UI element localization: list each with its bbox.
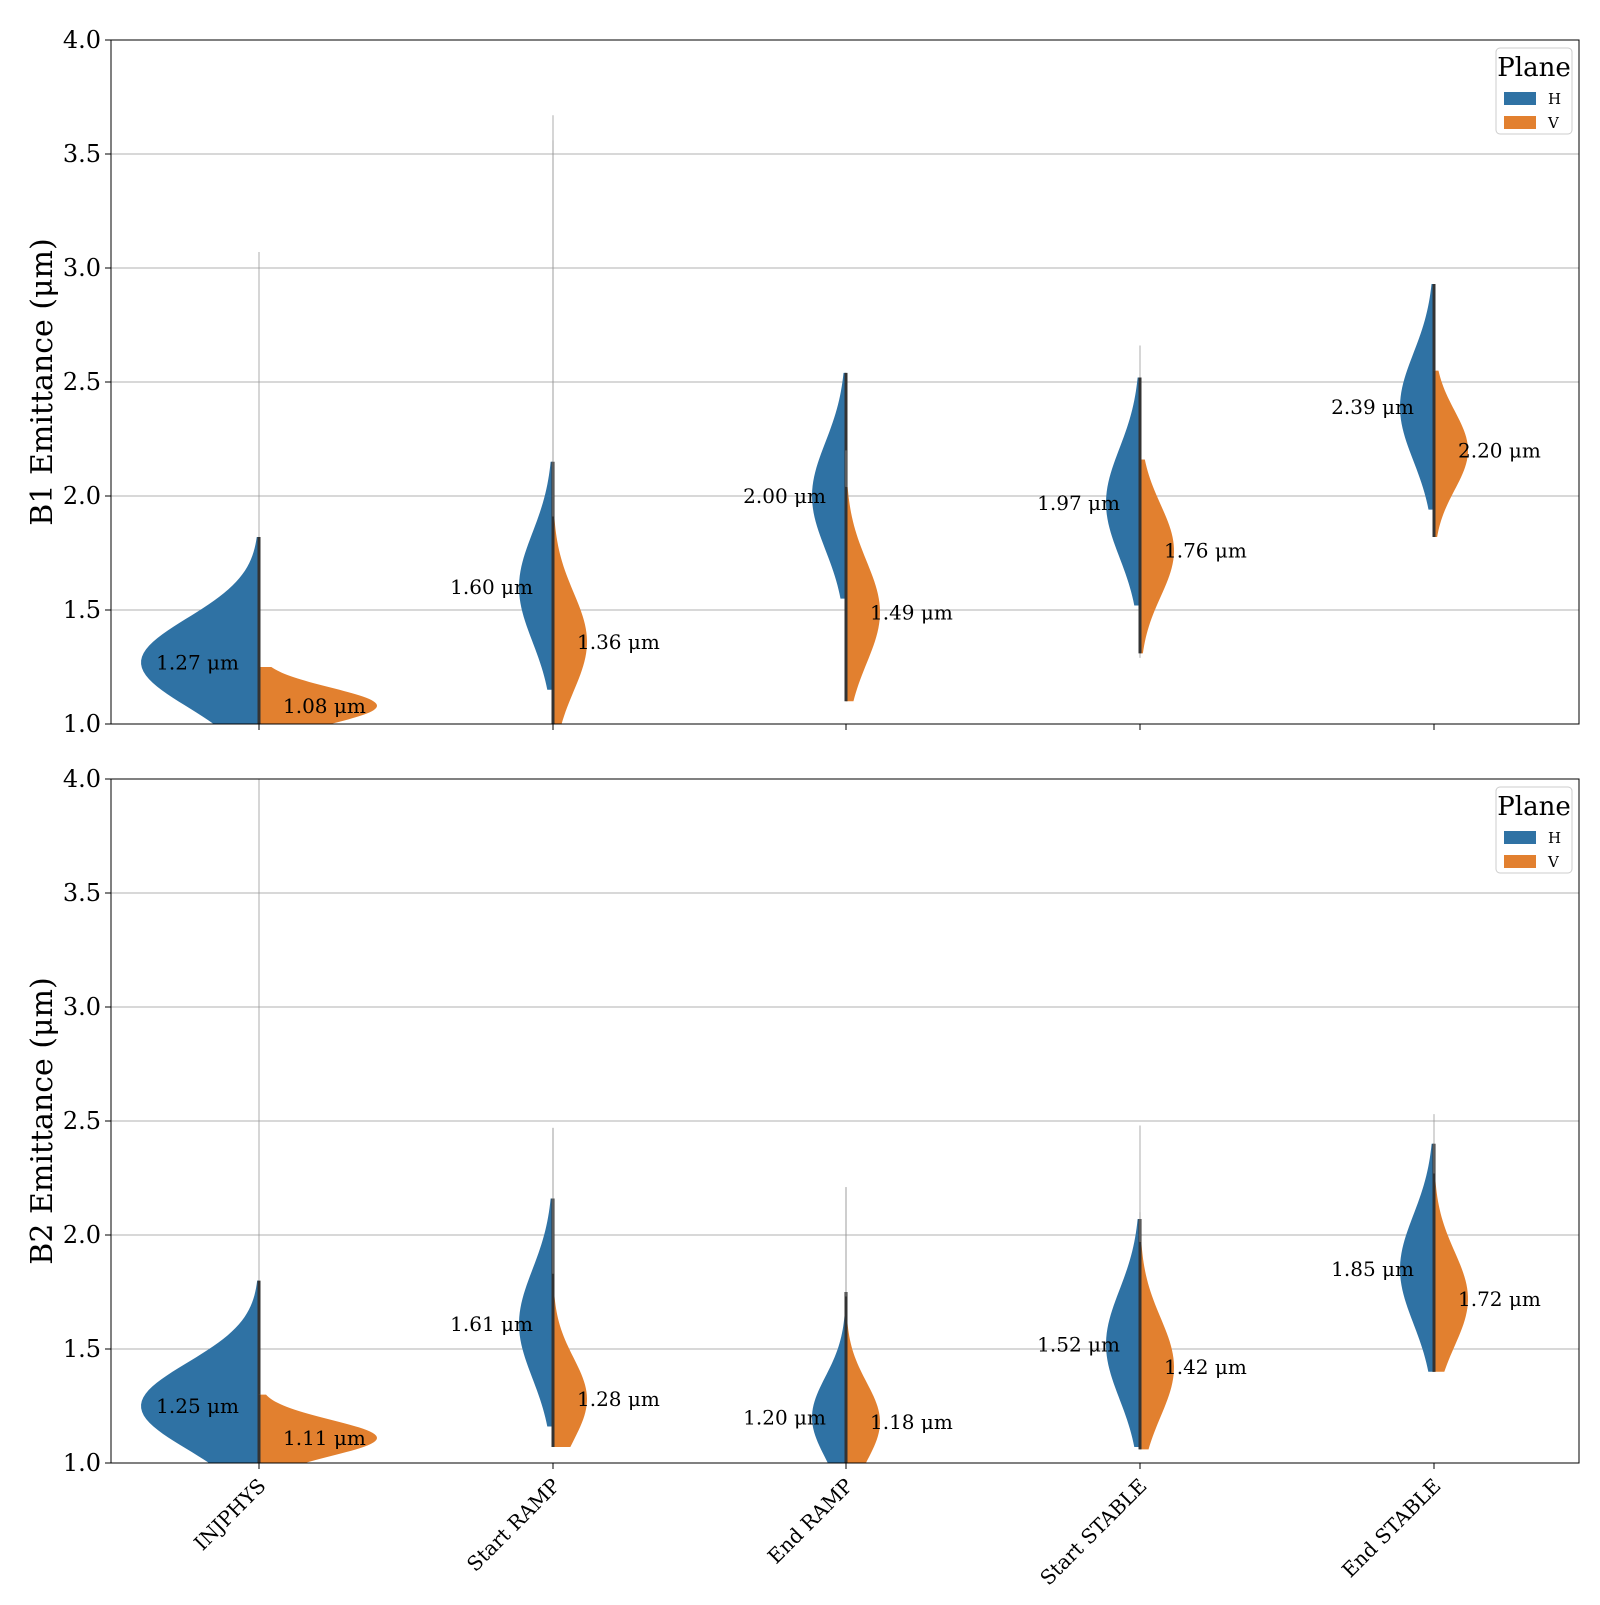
violin-H-2 bbox=[519, 461, 553, 690]
legend-swatch-V bbox=[1504, 116, 1536, 129]
y-axis-label: B1 Emittance (μm) bbox=[25, 238, 60, 525]
legend-box bbox=[1495, 786, 1573, 874]
ytick-label: 3.0 bbox=[63, 254, 101, 282]
ytick-label: 2.0 bbox=[63, 1221, 101, 1249]
ytick-label: 2.5 bbox=[63, 368, 101, 396]
legend-swatch-V bbox=[1504, 855, 1536, 868]
xtick-label-3: End RAMP bbox=[763, 1474, 858, 1569]
violin-H-3 bbox=[812, 1292, 846, 1463]
ytick-label: 2.0 bbox=[63, 482, 101, 510]
ytick-label: 1.5 bbox=[63, 596, 101, 624]
ytick-label: 1.5 bbox=[63, 1335, 101, 1363]
violin-V-3 bbox=[846, 486, 880, 702]
median-annotation-H-3: 1.20 μm bbox=[743, 1405, 826, 1429]
legend-swatch-H bbox=[1504, 831, 1536, 844]
ytick-label: 1.0 bbox=[63, 710, 101, 738]
legend-box bbox=[1495, 47, 1573, 135]
panel-1: 1.27 μm 1.60 μm 2.00 μm 1.97 μm 2.39 μm 1.08 … bbox=[25, 26, 1580, 738]
median-annotation-V-3: 1.18 μm bbox=[870, 1410, 953, 1434]
median-annotation-H-1: 1.27 μm bbox=[156, 650, 239, 674]
median-annotation-V-1: 1.11 μm bbox=[283, 1426, 366, 1450]
ytick-label: 4.0 bbox=[63, 26, 101, 54]
violin-H-2 bbox=[519, 1198, 553, 1427]
legend-swatch-H bbox=[1504, 92, 1536, 105]
xtick-label-1: INJPHYS bbox=[189, 1474, 270, 1555]
median-annotation-V-5: 1.72 μm bbox=[1458, 1287, 1541, 1311]
ytick-label: 1.0 bbox=[63, 1449, 101, 1477]
violin-H-1 bbox=[141, 537, 259, 724]
violin-H-5 bbox=[1400, 283, 1434, 510]
legend-title: Plane bbox=[1497, 792, 1570, 822]
violin-V-4 bbox=[1140, 1241, 1174, 1450]
median-annotation-V-4: 1.76 μm bbox=[1164, 539, 1247, 563]
legend-label-H: H bbox=[1548, 829, 1561, 847]
violin-V-3 bbox=[846, 1296, 880, 1463]
median-annotation-H-1: 1.25 μm bbox=[156, 1394, 239, 1418]
median-annotation-H-4: 1.97 μm bbox=[1037, 491, 1120, 515]
violin-V-2 bbox=[553, 1273, 587, 1448]
ytick-label: 3.0 bbox=[63, 993, 101, 1021]
xtick-label-2: Start RAMP bbox=[462, 1474, 565, 1577]
legend-title: Plane bbox=[1497, 53, 1570, 83]
ytick-label: 2.5 bbox=[63, 1107, 101, 1135]
median-annotation-V-5: 2.20 μm bbox=[1458, 438, 1541, 462]
median-annotation-H-2: 1.61 μm bbox=[450, 1312, 533, 1336]
violin-V-5 bbox=[1434, 1173, 1468, 1372]
violin-V-1 bbox=[259, 667, 377, 724]
violin-H-5 bbox=[1400, 1143, 1434, 1372]
panel-2: 1.25 μm 1.61 μm 1.20 μm 1.52 μm 1.85 μm 1.11 … bbox=[25, 765, 1580, 1590]
violin-V-5 bbox=[1434, 370, 1468, 538]
median-annotation-V-2: 1.28 μm bbox=[577, 1387, 660, 1411]
violin-H-3 bbox=[812, 372, 846, 599]
median-annotation-V-3: 1.49 μm bbox=[870, 600, 953, 624]
violin-V-4 bbox=[1140, 459, 1174, 654]
ytick-label: 3.5 bbox=[63, 140, 101, 168]
xtick-label-5: End STABLE bbox=[1337, 1474, 1446, 1583]
legend-label-V: V bbox=[1547, 114, 1560, 132]
median-annotation-V-4: 1.42 μm bbox=[1164, 1355, 1247, 1379]
violin-H-1 bbox=[141, 1280, 259, 1463]
ytick-label: 3.5 bbox=[63, 879, 101, 907]
violin-V-1 bbox=[259, 1394, 377, 1463]
y-axis-label: B2 Emittance (μm) bbox=[25, 977, 60, 1264]
median-annotation-H-3: 2.00 μm bbox=[743, 484, 826, 508]
median-annotation-H-5: 1.85 μm bbox=[1331, 1257, 1414, 1281]
violin-H-4 bbox=[1106, 1219, 1140, 1448]
median-annotation-H-5: 2.39 μm bbox=[1331, 395, 1414, 419]
median-annotation-H-2: 1.60 μm bbox=[450, 575, 533, 599]
median-annotation-H-4: 1.52 μm bbox=[1037, 1332, 1120, 1356]
xtick-label-4: Start STABLE bbox=[1035, 1474, 1151, 1590]
violin-V-2 bbox=[553, 516, 587, 724]
legend-label-V: V bbox=[1547, 853, 1560, 871]
median-annotation-V-2: 1.36 μm bbox=[577, 630, 660, 654]
ytick-label: 4.0 bbox=[63, 765, 101, 793]
legend-label-H: H bbox=[1548, 90, 1561, 108]
violin-H-4 bbox=[1106, 377, 1140, 606]
median-annotation-V-1: 1.08 μm bbox=[283, 694, 366, 718]
